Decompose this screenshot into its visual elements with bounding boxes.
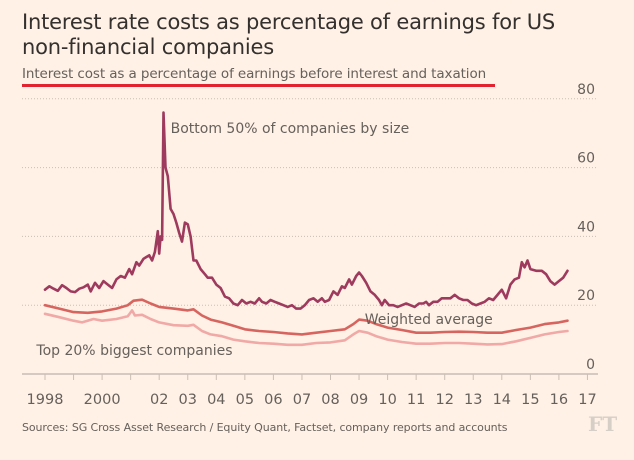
chart-title: Interest rate costs as percentage of ear… <box>22 10 556 59</box>
series-line-weighted-average <box>43 298 569 336</box>
x-tick-label: 17 <box>578 392 596 408</box>
series-label: Weighted average <box>365 312 493 328</box>
x-tick-label: 10 <box>378 392 396 408</box>
source-note: Sources: SG Cross Asset Research / Equit… <box>22 421 508 434</box>
x-tick-label: 08 <box>321 392 339 408</box>
x-tick-label: 06 <box>264 392 282 408</box>
y-tick-label: 60 <box>577 151 595 167</box>
y-tick-label: 0 <box>586 357 595 373</box>
subtitle-underline <box>22 84 495 87</box>
x-tick-label: 1998 <box>27 392 64 408</box>
x-tick-label: 12 <box>435 392 453 408</box>
gridlines <box>22 98 598 306</box>
x-tick-label: 09 <box>350 392 368 408</box>
x-tick-label: 2000 <box>84 392 121 408</box>
x-tick-label: 13 <box>464 392 482 408</box>
chart-subtitle: Interest cost as a percentage of earning… <box>22 66 487 82</box>
x-tick-label: 14 <box>493 392 511 408</box>
x-tick-label: 16 <box>550 392 568 408</box>
x-tick-label: 05 <box>236 392 254 408</box>
x-tick-label: 07 <box>293 392 311 408</box>
series-label: Bottom 50% of companies by size <box>171 121 410 137</box>
x-axis: 1998 2000 02 03 04 05 06 07 08 09 10 11 12 13 14 15 16 17 <box>22 373 598 408</box>
series-label: Top 20% biggest companies <box>35 343 232 359</box>
series-labels: Bottom 50% of companies by size Weighted … <box>35 121 492 359</box>
x-tick-label: 15 <box>521 392 539 408</box>
y-tick-label: 80 <box>577 82 595 98</box>
x-tick-label: 11 <box>407 392 425 408</box>
x-tick-label: 03 <box>179 392 197 408</box>
y-tick-label: 20 <box>577 288 595 304</box>
y-tick-label: 40 <box>577 219 595 235</box>
series-line-bottom-50-of-companies-by-size <box>43 111 569 310</box>
x-tick-label: 02 <box>150 392 168 408</box>
ft-logo: FT <box>588 412 618 436</box>
series-lines <box>43 111 569 347</box>
x-tick-label: 04 <box>207 392 225 408</box>
y-axis-ticks: 0 20 40 60 80 <box>577 82 595 373</box>
series-line-top-20-biggest-companies <box>43 309 569 347</box>
